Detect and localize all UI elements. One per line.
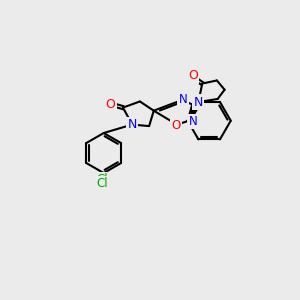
Text: N: N: [128, 118, 137, 131]
Text: Cl: Cl: [96, 173, 108, 186]
Text: O: O: [188, 69, 198, 82]
Text: N: N: [194, 95, 203, 109]
Text: Cl: Cl: [96, 177, 108, 190]
Text: O: O: [106, 98, 116, 111]
Text: O: O: [172, 119, 181, 132]
Text: N: N: [178, 93, 188, 106]
Text: N: N: [189, 115, 197, 128]
